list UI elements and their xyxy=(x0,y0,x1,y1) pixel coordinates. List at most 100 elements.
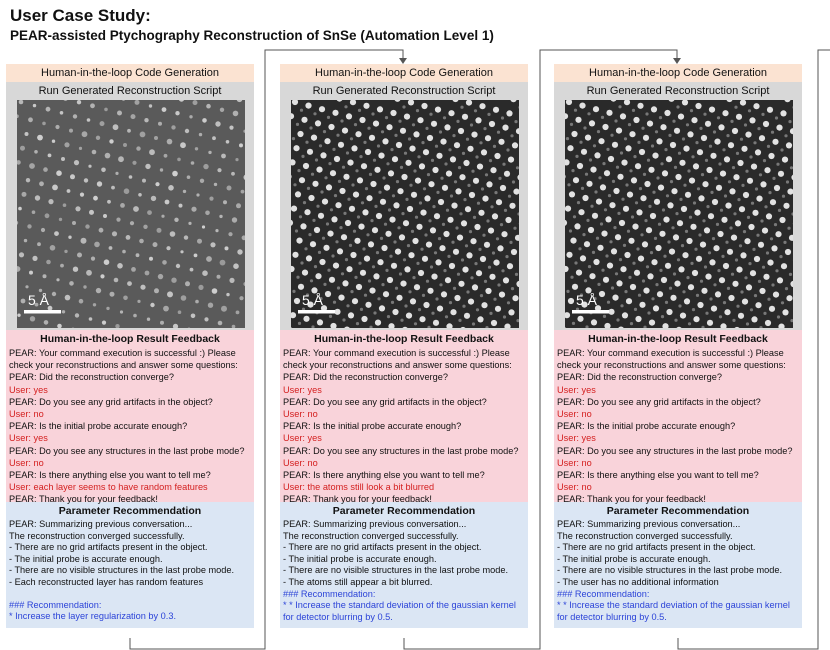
user-reply-line: User: no xyxy=(283,409,318,420)
run-script-panel: Run Generated Reconstruction Script 5 Å xyxy=(554,82,802,330)
pear-message-line: PEAR: Do you see any structures in the l… xyxy=(557,445,793,456)
pear-message-line: check your reconstructions and answer so… xyxy=(283,360,512,371)
pear-message-line: PEAR: Do you see any grid artifacts in t… xyxy=(557,396,761,407)
run-script-panel: Run Generated Reconstruction Script 5 Å xyxy=(280,82,528,330)
page-title: User Case Study: xyxy=(10,6,151,25)
summary-line: - There are no visible structures in the… xyxy=(9,565,235,576)
pear-message-line: PEAR: Is the initial probe accurate enou… xyxy=(557,421,736,432)
code-generation-header: Human-in-the-loop Code Generation xyxy=(280,64,528,82)
reconstruction-image-1: 5 Å xyxy=(17,100,245,328)
pear-message-line: PEAR: Is there anything else you want to… xyxy=(557,470,759,481)
pear-message-line: PEAR: Thank you for your feedback! xyxy=(557,494,706,505)
recommendation-panel: Parameter Recommendation PEAR: Summarizi… xyxy=(6,502,254,628)
summary-line: PEAR: Summarizing previous conversation.… xyxy=(9,519,193,529)
user-reply-line: User: no xyxy=(9,457,44,468)
summary-line: - The initial probe is accurate enough. xyxy=(557,553,711,564)
spacer xyxy=(9,589,251,600)
recommendation-line: * * Increase the standard deviation of t… xyxy=(557,600,790,611)
user-reply-line: User: no xyxy=(557,409,592,420)
user-reply-line: User: no xyxy=(557,457,592,468)
pear-message-line: PEAR: Did the reconstruction converge? xyxy=(9,372,174,383)
page-subtitle: PEAR-assisted Ptychography Reconstructio… xyxy=(10,28,494,43)
summary-line: - There are no grid artifacts present in… xyxy=(9,542,208,553)
feedback-panel: Human-in-the-loop Result Feedback PEAR: … xyxy=(554,330,802,505)
recommendation-title: Parameter Recommendation xyxy=(332,505,476,517)
pear-message-line: check your reconstructions and answer so… xyxy=(557,360,786,371)
summary-line: - There are no grid artifacts present in… xyxy=(283,542,482,553)
summary-line: - There are no visible structures in the… xyxy=(283,565,509,576)
pear-message-line: PEAR: Thank you for your feedback! xyxy=(9,494,158,505)
pear-message-line: PEAR: Your command execution is successf… xyxy=(283,348,510,358)
pear-message-line: PEAR: Did the reconstruction converge? xyxy=(557,372,722,383)
arrowhead-2 xyxy=(673,58,681,64)
user-reply-line: User: no xyxy=(9,409,44,420)
pear-message-line: PEAR: Do you see any structures in the l… xyxy=(283,445,519,456)
pear-message-line: PEAR: Do you see any grid artifacts in t… xyxy=(9,396,213,407)
connector-3-out xyxy=(677,49,830,650)
recommendation-line: for detector blurring by 0.5. xyxy=(557,611,667,622)
user-reply-line: User: yes xyxy=(9,433,48,444)
summary-line: PEAR: Summarizing previous conversation.… xyxy=(557,519,741,529)
user-reply-line: User: yes xyxy=(9,384,48,395)
feedback-title: Human-in-the-loop Result Feedback xyxy=(40,333,220,345)
pear-message-line: PEAR: Did the reconstruction converge? xyxy=(283,372,448,383)
pear-message-line: PEAR: Do you see any grid artifacts in t… xyxy=(283,396,487,407)
scale-bar xyxy=(298,310,335,314)
connector-2-to-3 xyxy=(403,49,678,650)
feedback-panel: Human-in-the-loop Result Feedback PEAR: … xyxy=(280,330,528,505)
reconstruction-image-2: 5 Å xyxy=(291,100,519,328)
user-reply-line: User: each layer seems to have random fe… xyxy=(9,482,208,493)
user-reply-line: User: the atoms still look a bit blurred xyxy=(283,482,435,493)
pear-message-line: PEAR: Is the initial probe accurate enou… xyxy=(283,421,462,432)
pear-message-line: check your reconstructions and answer so… xyxy=(9,360,238,371)
pear-message-line: PEAR: Thank you for your feedback! xyxy=(283,494,432,505)
summary-line: The reconstruction converged successfull… xyxy=(283,530,459,541)
summary-line: - The user has no additional information xyxy=(557,576,719,587)
user-reply-line: User: no xyxy=(283,457,318,468)
recommendation-panel: Parameter Recommendation PEAR: Summarizi… xyxy=(554,502,802,628)
iteration-panel-3: Human-in-the-loop Code Generation Run Ge… xyxy=(554,64,802,628)
scale-bar-label: 5 Å xyxy=(28,292,50,308)
recommendation-line: * * Increase the standard deviation of t… xyxy=(283,600,516,611)
user-reply-line: User: no xyxy=(557,482,592,493)
recommendation-title: Parameter Recommendation xyxy=(58,505,202,517)
code-generation-header: Human-in-the-loop Code Generation xyxy=(6,64,254,82)
summary-line: - The atoms still appear a bit blurred. xyxy=(283,576,433,587)
user-reply-line: User: yes xyxy=(283,384,322,395)
recommendation-line: ### Recommendation: xyxy=(557,588,650,599)
scale-bar xyxy=(572,310,609,314)
recommendation-panel: Parameter Recommendation PEAR: Summarizi… xyxy=(280,502,528,628)
summary-line: The reconstruction converged successfull… xyxy=(557,530,733,541)
iteration-panel-1: Human-in-the-loop Code Generation Run Ge… xyxy=(6,64,254,628)
recommendation-line: for detector blurring by 0.5. xyxy=(283,611,393,622)
recommendation-line: * Increase the layer regularization by 0… xyxy=(9,611,176,622)
summary-line: - The initial probe is accurate enough. xyxy=(283,553,437,564)
recommendation-title: Parameter Recommendation xyxy=(606,505,750,517)
user-reply-line: User: yes xyxy=(557,384,596,395)
summary-line: - There are no grid artifacts present in… xyxy=(557,542,756,553)
pear-message-line: PEAR: Is there anything else you want to… xyxy=(283,470,485,481)
scale-bar-label: 5 Å xyxy=(576,292,598,308)
scale-bar xyxy=(24,310,61,314)
summary-line: - Each reconstructed layer has random fe… xyxy=(9,576,204,587)
run-script-label: Run Generated Reconstruction Script xyxy=(586,85,770,97)
pear-message-line: PEAR: Is the initial probe accurate enou… xyxy=(9,421,188,432)
summary-line: - There are no visible structures in the… xyxy=(557,565,783,576)
connector-1-to-2 xyxy=(129,49,404,650)
pear-message-line: PEAR: Do you see any structures in the l… xyxy=(9,445,245,456)
pear-message-line: PEAR: Your command execution is successf… xyxy=(557,348,784,358)
feedback-title: Human-in-the-loop Result Feedback xyxy=(314,333,494,345)
code-generation-header: Human-in-the-loop Code Generation xyxy=(554,64,802,82)
run-script-label: Run Generated Reconstruction Script xyxy=(38,85,222,97)
run-script-panel: Run Generated Reconstruction Script 5 Å xyxy=(6,82,254,330)
recommendation-line: ### Recommendation: xyxy=(9,599,102,610)
feedback-panel: Human-in-the-loop Result Feedback PEAR: … xyxy=(6,330,254,505)
summary-line: - The initial probe is accurate enough. xyxy=(9,553,163,564)
reconstruction-image-3: 5 Å xyxy=(565,100,793,328)
run-script-label: Run Generated Reconstruction Script xyxy=(312,85,496,97)
user-reply-line: User: yes xyxy=(557,433,596,444)
feedback-title: Human-in-the-loop Result Feedback xyxy=(588,333,768,345)
pear-message-line: PEAR: Your command execution is successf… xyxy=(9,348,236,358)
summary-line: PEAR: Summarizing previous conversation.… xyxy=(283,519,467,529)
scale-bar-label: 5 Å xyxy=(302,292,324,308)
